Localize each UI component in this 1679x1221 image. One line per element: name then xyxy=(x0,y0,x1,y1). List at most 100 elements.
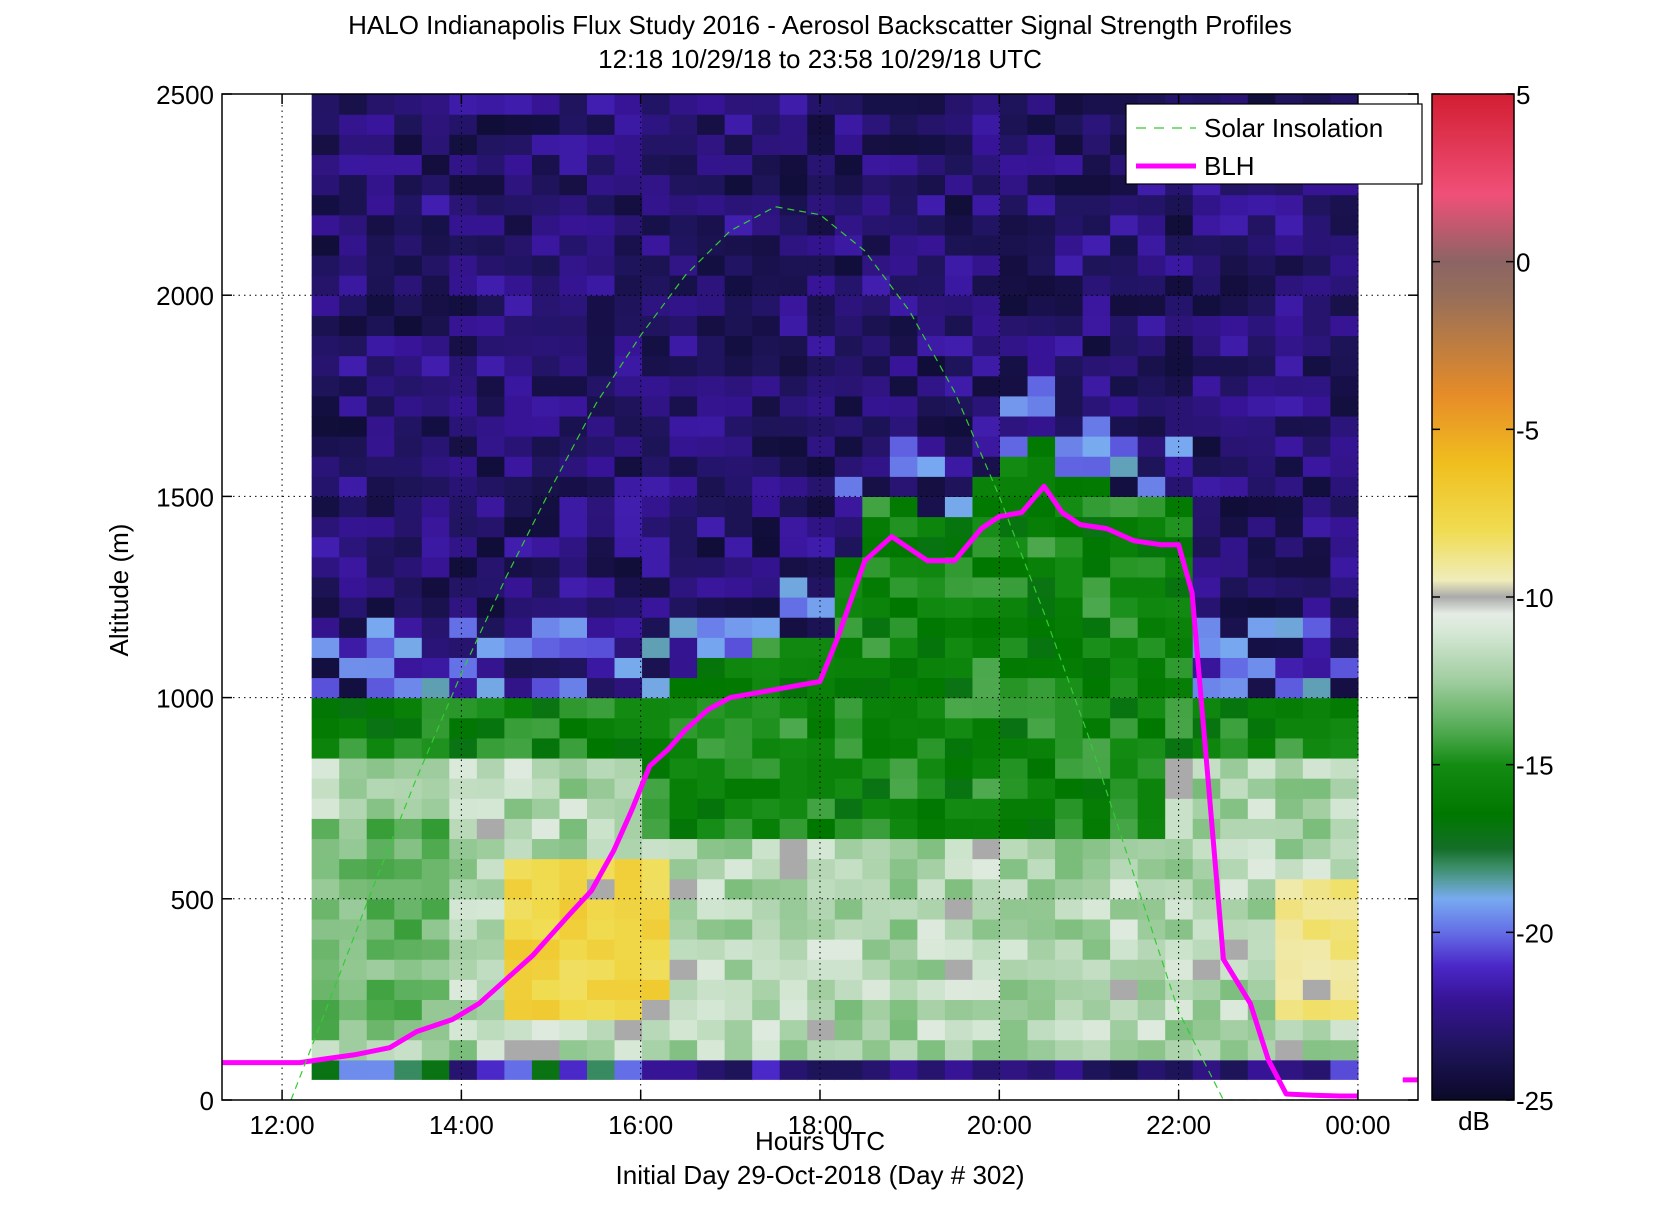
heatmap-cell xyxy=(1330,375,1359,397)
heatmap-cell xyxy=(972,496,1001,518)
heatmap-cell xyxy=(944,194,974,216)
heatmap-cell xyxy=(999,858,1029,880)
heatmap-gap-cell xyxy=(669,1079,698,1100)
heatmap-cell xyxy=(1137,898,1166,920)
heatmap-cell xyxy=(311,254,340,276)
heatmap-cell xyxy=(339,697,368,719)
series-lines xyxy=(222,206,1418,1100)
heatmap-cell xyxy=(421,737,450,759)
heatmap-cell xyxy=(1027,918,1056,940)
heatmap-cell xyxy=(752,114,781,135)
heatmap-cell xyxy=(642,375,671,397)
heatmap-cell xyxy=(1302,898,1331,920)
heatmap-cell xyxy=(504,1019,533,1041)
heatmap-cell xyxy=(614,838,643,860)
legend-label: BLH xyxy=(1204,151,1255,181)
heatmap-cell xyxy=(421,858,450,880)
heatmap-cell xyxy=(614,959,643,980)
heatmap-cell xyxy=(972,375,1001,397)
heatmap-cell xyxy=(642,194,671,216)
heatmap-cell xyxy=(807,174,836,196)
heatmap-cell xyxy=(944,818,974,840)
heatmap-cell xyxy=(779,818,808,840)
heatmap-cell xyxy=(531,1019,561,1041)
heatmap-cell xyxy=(972,737,1001,759)
heatmap-cell xyxy=(504,858,533,880)
heatmap-cell xyxy=(1082,576,1111,598)
heatmap-cell xyxy=(1220,234,1249,256)
heatmap-cell xyxy=(752,134,781,155)
heatmap-cell xyxy=(421,818,450,840)
heatmap-cell xyxy=(972,174,1001,196)
heatmap-cell xyxy=(862,194,891,216)
heatmap-cell xyxy=(1302,878,1331,900)
heatmap-cell xyxy=(476,657,505,679)
heatmap-cell xyxy=(889,657,918,679)
heatmap-cell xyxy=(531,878,561,900)
heatmap-cell xyxy=(1302,295,1331,316)
heatmap-cell xyxy=(421,697,450,719)
heatmap-cell xyxy=(531,254,561,276)
heatmap-cell xyxy=(311,415,340,437)
heatmap-cell xyxy=(339,979,368,1000)
heatmap-cell xyxy=(999,617,1029,638)
heatmap-cell xyxy=(752,597,781,618)
heatmap-cell xyxy=(1165,617,1194,638)
heatmap-cell xyxy=(504,254,533,276)
heatmap-cell xyxy=(972,94,1001,115)
heatmap-cell xyxy=(917,536,946,558)
heatmap-cell xyxy=(1082,375,1111,397)
heatmap-cell xyxy=(697,254,726,276)
heatmap-cell xyxy=(476,254,505,276)
heatmap-cell xyxy=(834,375,863,397)
heatmap-cell xyxy=(1220,617,1249,638)
heatmap-cell xyxy=(614,456,643,477)
heatmap-cell xyxy=(669,496,698,518)
heatmap-cell xyxy=(311,134,340,155)
heatmap-cell xyxy=(862,1039,891,1061)
heatmap-cell xyxy=(394,737,423,759)
heatmap-cell xyxy=(449,476,478,497)
heatmap-cell xyxy=(1247,918,1276,940)
heatmap-cell xyxy=(669,818,698,840)
heatmap-cell xyxy=(1027,456,1056,477)
heatmap-cell xyxy=(1302,536,1331,558)
heatmap-cell xyxy=(917,174,946,196)
heatmap-cell xyxy=(449,778,478,799)
heatmap-cell xyxy=(421,234,450,256)
heatmap-cell xyxy=(752,154,781,176)
heatmap-cell xyxy=(586,234,616,256)
heatmap-cell xyxy=(834,476,863,497)
heatmap-cell xyxy=(559,476,588,497)
heatmap-cell xyxy=(449,275,478,296)
heatmap-cell xyxy=(862,154,891,176)
heatmap-cell xyxy=(531,355,561,377)
heatmap-cell xyxy=(669,275,698,296)
heatmap-cell xyxy=(421,415,450,437)
heatmap-cell xyxy=(862,295,891,316)
heatmap-cell xyxy=(1247,818,1276,840)
heatmap-gap-cell xyxy=(999,1079,1029,1100)
y-tick-label: 500 xyxy=(171,885,214,915)
heatmap-cell xyxy=(642,939,671,960)
heatmap-cell xyxy=(1220,375,1249,397)
heatmap-cell xyxy=(1247,778,1276,799)
heatmap-cell xyxy=(559,275,588,296)
heatmap-cell xyxy=(697,617,726,638)
heatmap-cell xyxy=(807,154,836,176)
heatmap-cell xyxy=(476,576,505,598)
heatmap-gap-cell xyxy=(972,1079,1001,1100)
heatmap-cell xyxy=(807,415,836,437)
heatmap-cell xyxy=(1192,476,1221,497)
heatmap-cell xyxy=(421,717,450,739)
heatmap-cell xyxy=(752,918,781,940)
heatmap-cell xyxy=(779,717,808,739)
heatmap-cell xyxy=(917,939,946,960)
heatmap-cell xyxy=(394,375,423,397)
heatmap-cell xyxy=(421,959,450,980)
heatmap-cell xyxy=(834,717,863,739)
heatmap-cell xyxy=(1220,737,1249,759)
heatmap-cell xyxy=(669,1019,698,1041)
heatmap-cell xyxy=(807,476,836,497)
heatmap-cell xyxy=(862,415,891,437)
